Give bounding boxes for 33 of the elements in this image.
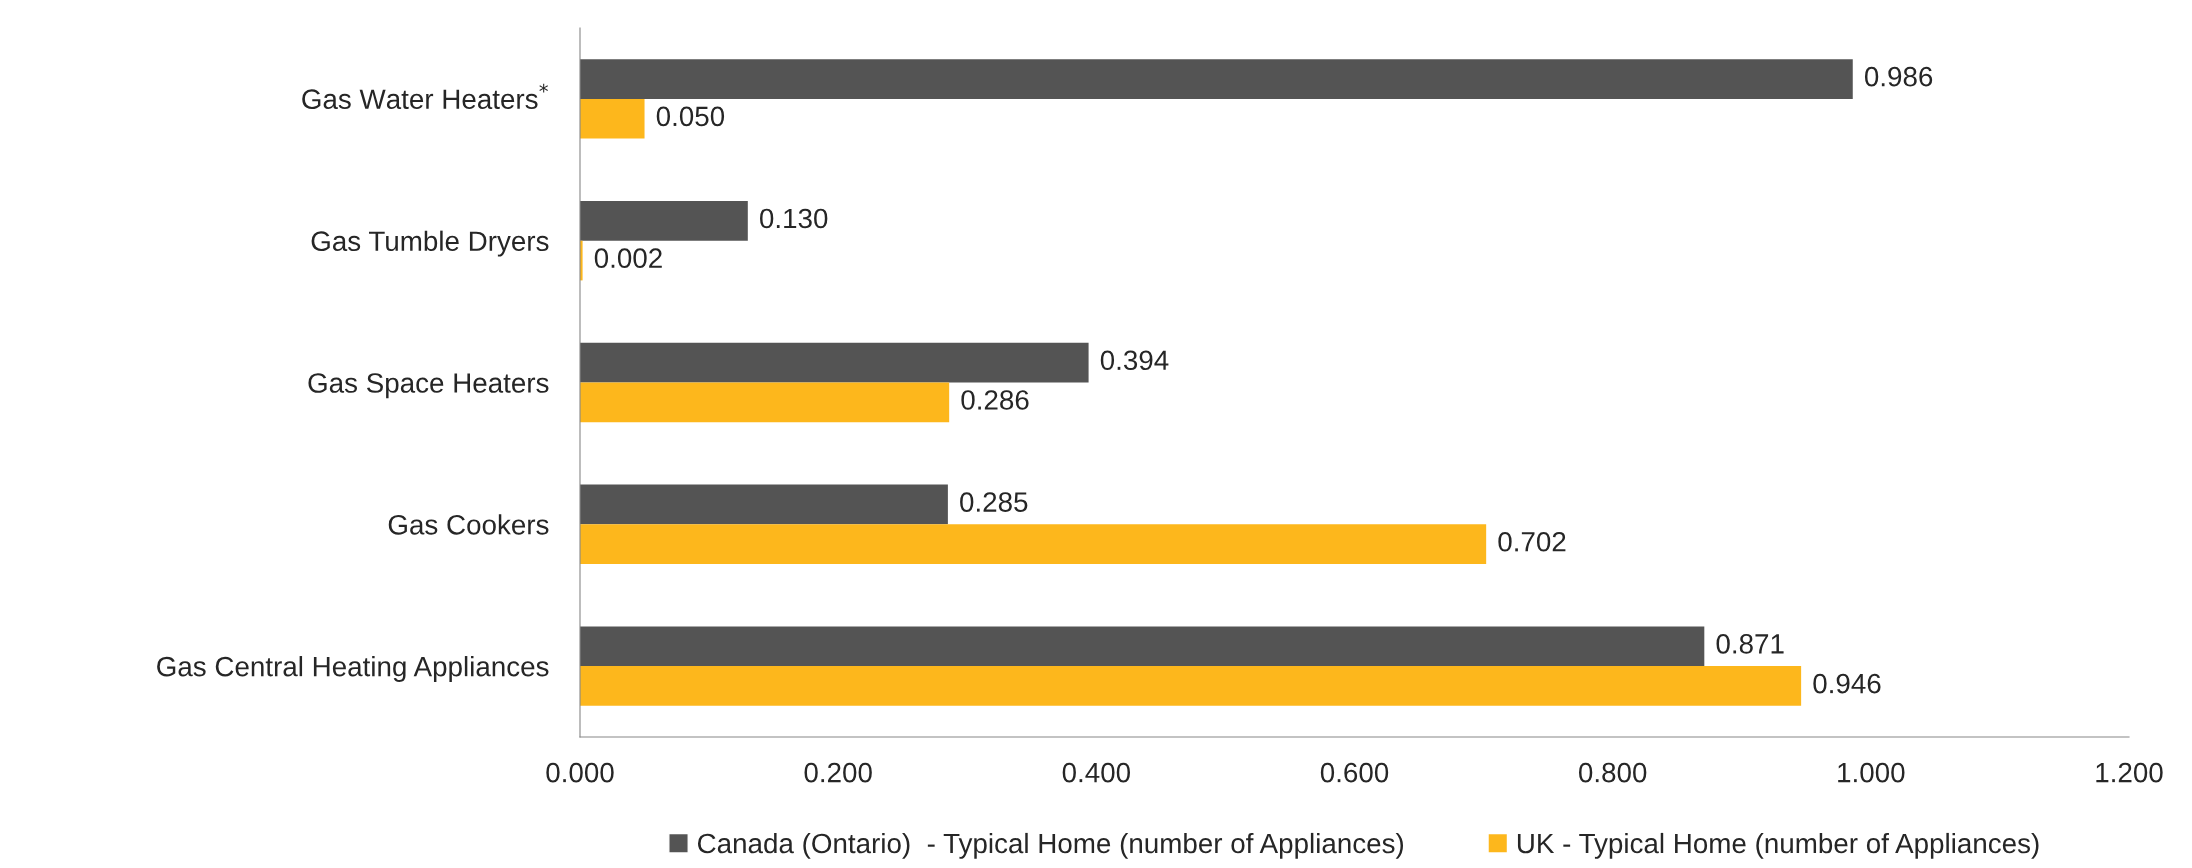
data-label: 0.286: [961, 390, 1029, 410]
data-label: 0.285: [960, 492, 1028, 512]
data-label: 0.050: [656, 106, 725, 127]
bar: [580, 342, 1089, 383]
data-label: 0.871: [1716, 634, 1784, 654]
y-tick-label: Gas Water Heaters$^{*}$: [302, 83, 548, 110]
y-tick-label: Gas Cookers: [388, 514, 549, 535]
legend-label: Canada (Ontario) - Typical Home (number of Appliances): [697, 832, 1404, 859]
bar: [580, 666, 1802, 706]
legend-label: UK - Typical Home (number of Appliances): [1517, 832, 2039, 859]
bar: [580, 484, 948, 525]
data-label: 0.130: [760, 208, 828, 229]
x-tick-label: 0.200: [804, 762, 872, 783]
data-label: 0.002: [594, 248, 662, 269]
x-tick-label: 0.600: [1320, 762, 1389, 783]
bar: [580, 59, 1853, 99]
bar: [580, 524, 1487, 564]
bar: [580, 201, 748, 241]
bar: [580, 98, 645, 139]
bar: [580, 626, 1705, 667]
x-tick-label: 0.400: [1062, 762, 1131, 783]
data-label: 0.946: [1813, 673, 1881, 694]
data-label: 0.394: [1100, 350, 1169, 371]
y-tick-label: Gas Central Heating Appliances: [157, 656, 549, 682]
x-tick-label: 1.000: [1838, 762, 1905, 783]
y-tick-label: Gas Tumble Dryers: [311, 230, 549, 257]
y-tick-label: Gas Space Heaters: [308, 373, 549, 399]
bar: [580, 382, 950, 423]
x-tick-label: 0.000: [546, 762, 614, 783]
data-label: 0.702: [1498, 531, 1566, 552]
x-tick-label: 1.200: [2096, 762, 2163, 783]
x-tick-label: 0.800: [1579, 762, 1647, 783]
data-label: 0.986: [1864, 66, 1933, 87]
